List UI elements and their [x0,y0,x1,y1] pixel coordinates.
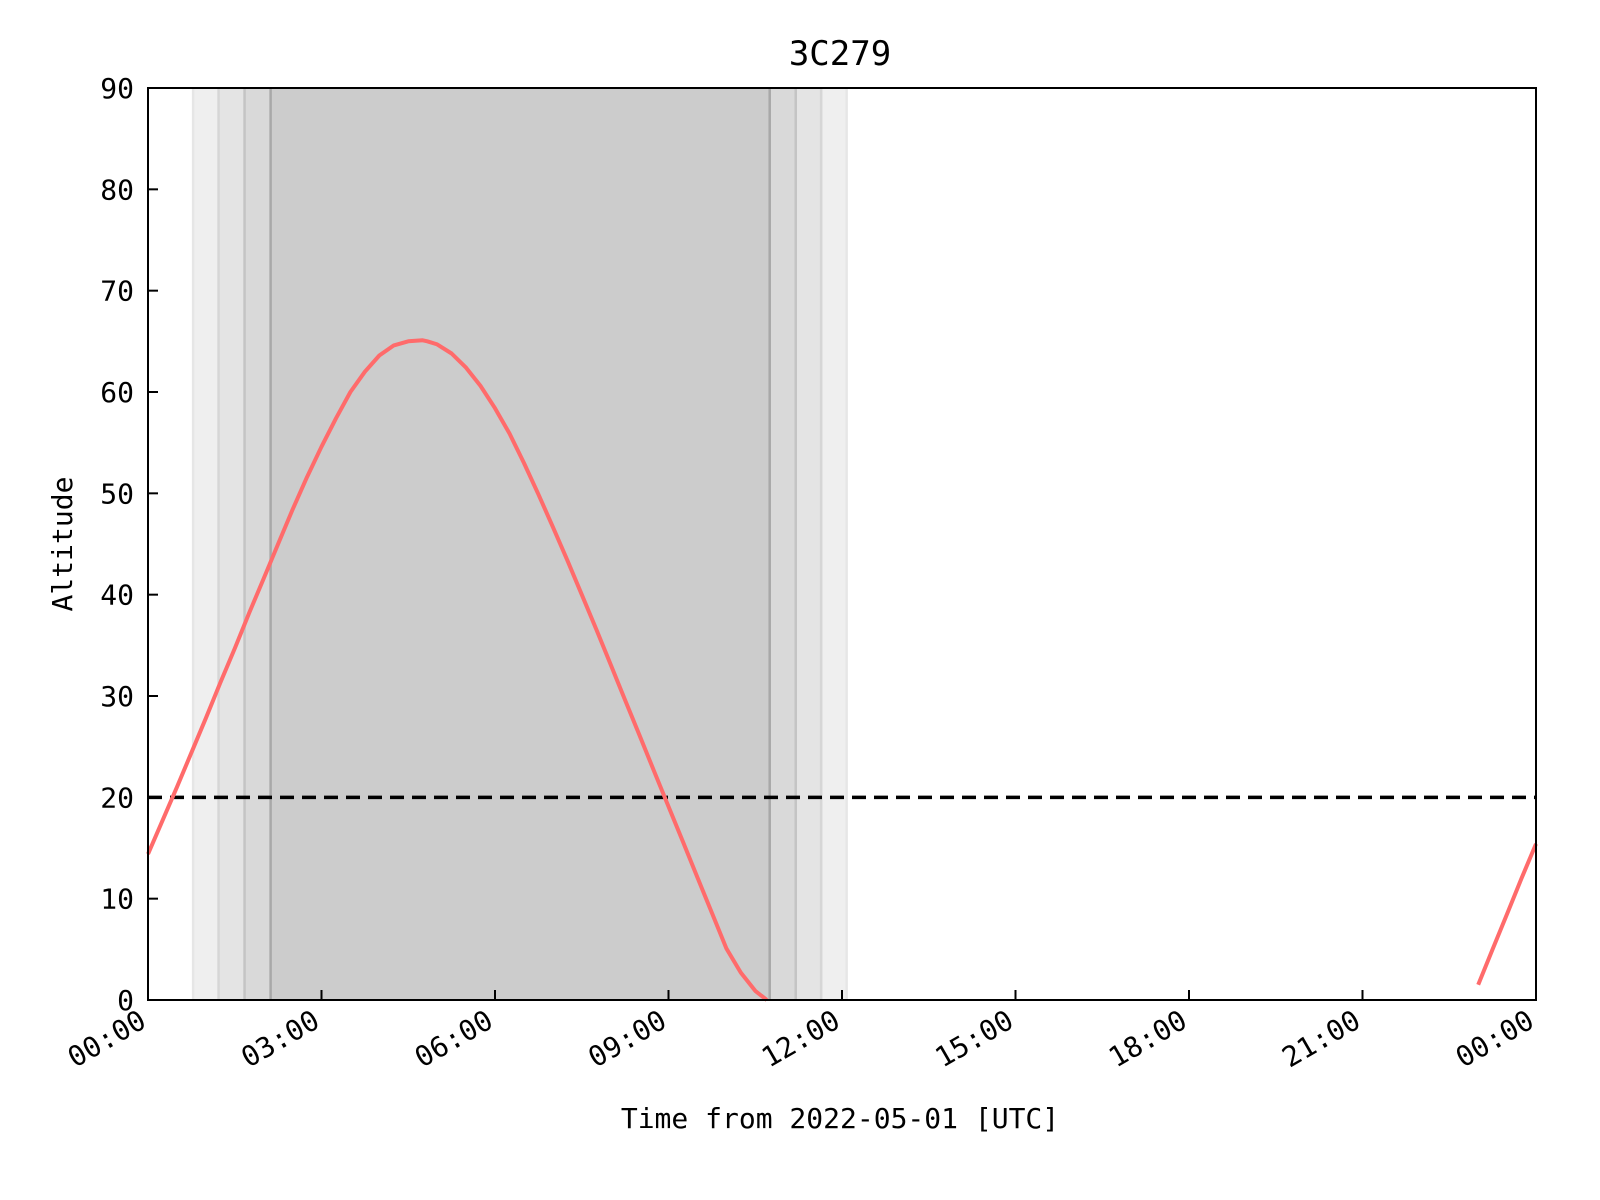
altitude-curves [146,338,1538,1002]
twilight-band-night [270,88,770,1000]
altitude-curve-segment-1 [146,338,769,1002]
x-tick-label: 09:00 [582,1003,672,1074]
x-tick-label: 06:00 [409,1003,499,1074]
x-tick-label: 00:00 [1450,1003,1540,1074]
x-tick-label: 15:00 [929,1003,1019,1074]
y-tick-label: 80 [100,173,134,206]
twilight-bands [193,88,847,1000]
y-tick-label: 20 [100,781,134,814]
x-tick-label: 12:00 [756,1003,846,1074]
y-axis-ticks: 0 10 20 30 40 50 60 70 80 90 [100,72,158,1017]
y-tick-label: 60 [100,376,134,409]
y-tick-label: 0 [117,984,134,1017]
x-axis-ticks: 00:00 03:00 06:00 09:00 12:00 15:00 18:00 21:00… [62,990,1540,1074]
y-tick-label: 40 [100,579,134,612]
y-axis-label: Altitude [46,477,79,612]
chart-title: 3C279 [789,34,891,74]
y-tick-label: 90 [100,72,134,105]
y-tick-label: 50 [100,477,134,510]
x-axis-label: Time from 2022-05-01 [UTC] [621,1102,1059,1135]
x-tick-label: 00:00 [62,1003,152,1074]
x-tick-label: 21:00 [1276,1003,1366,1074]
altitude-curve-segment-2 [1476,843,1538,986]
x-tick-label: 03:00 [235,1003,325,1074]
x-tick-label: 18:00 [1103,1003,1193,1074]
y-tick-label: 30 [100,680,134,713]
twilight-band-edges [191,88,848,1000]
y-tick-label: 70 [100,275,134,308]
y-tick-label: 10 [100,883,134,916]
